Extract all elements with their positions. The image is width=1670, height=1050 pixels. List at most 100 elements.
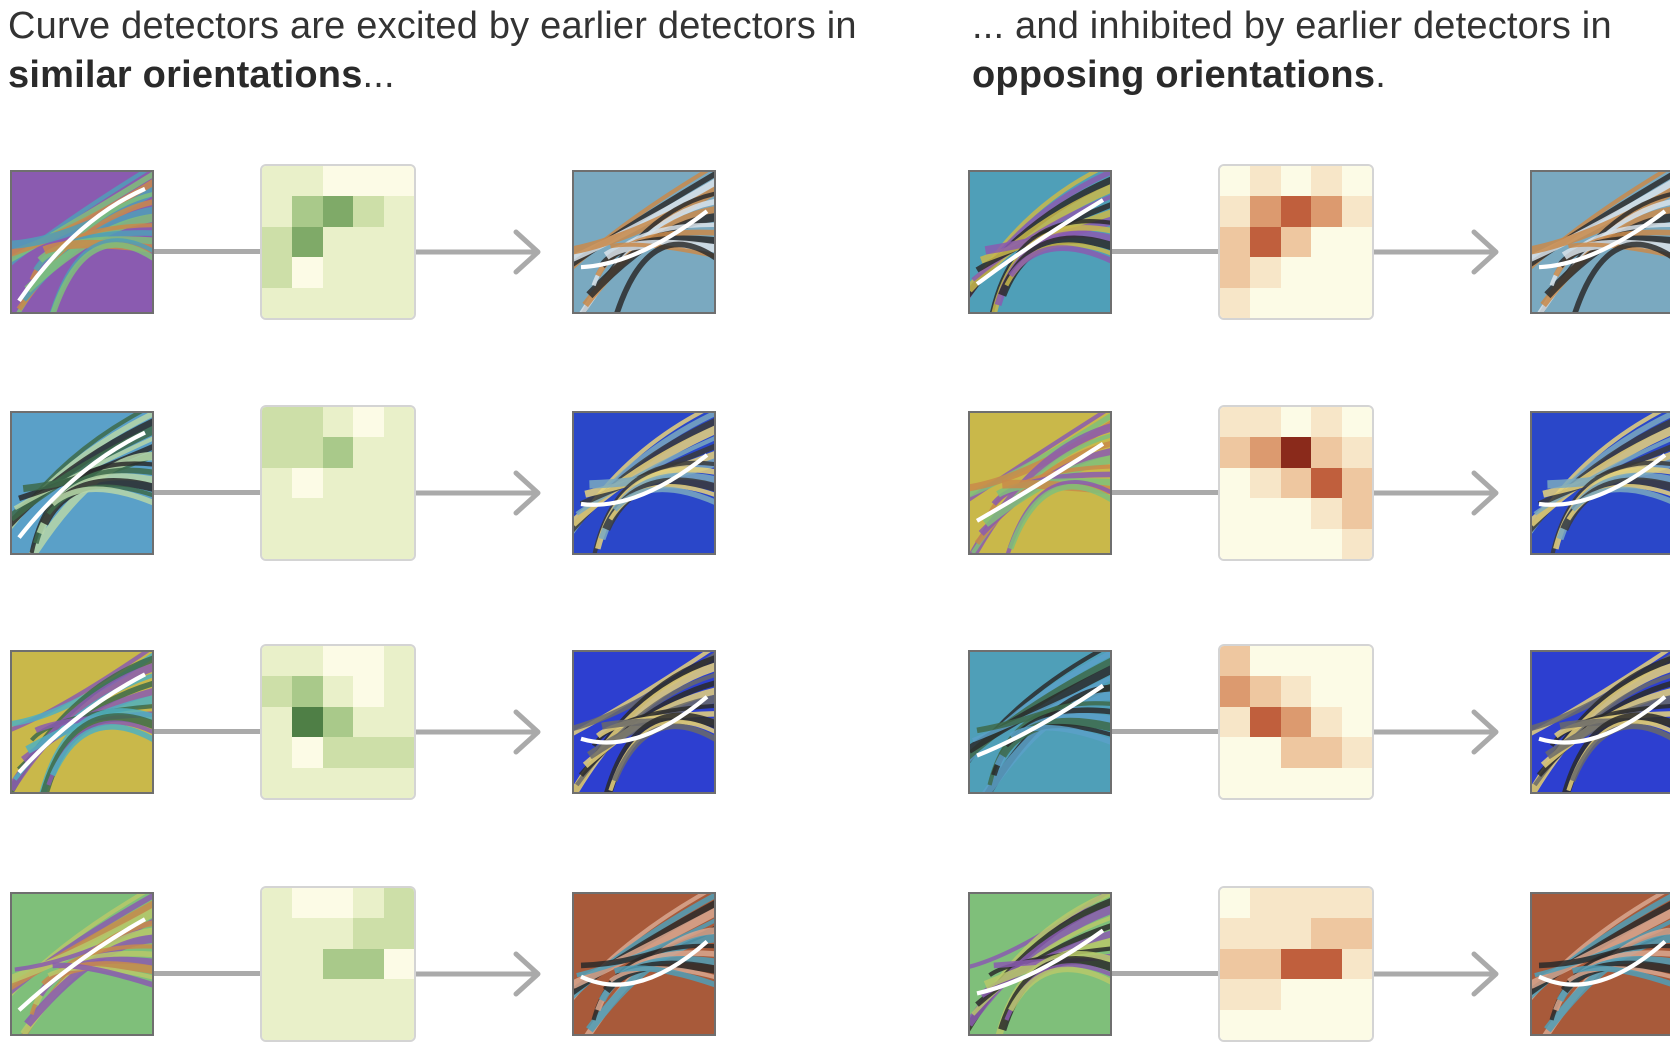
arrow-right-icon (416, 951, 541, 997)
weight-cell (322, 226, 354, 258)
arrow-right-icon (416, 709, 541, 755)
connector-line (1112, 729, 1218, 734)
weight-cell (262, 676, 293, 707)
arrow-right-icon (1374, 229, 1499, 275)
weight-cell (322, 918, 354, 949)
weight-cell (383, 226, 414, 258)
weight-cell (1220, 1009, 1251, 1040)
weight-cell (1280, 498, 1312, 529)
weight-cell (292, 196, 323, 227)
excitatory-row-2 (10, 405, 716, 561)
weight-cell (322, 287, 354, 318)
weight-cell (383, 287, 414, 318)
weight-cell (1341, 498, 1372, 529)
weight-cell (292, 979, 323, 1010)
weight-cell (292, 948, 323, 980)
weight-cell (383, 407, 414, 438)
weight-cell (383, 437, 414, 468)
weight-cell (292, 407, 323, 438)
excitatory-row-4 (10, 886, 716, 1042)
weight-cell (353, 467, 384, 499)
weight-cell (383, 737, 414, 768)
arrow-right-icon (1374, 951, 1499, 997)
input-neuron-visualization (968, 892, 1112, 1036)
weight-cell (383, 467, 414, 499)
weight-cell (262, 196, 293, 227)
weight-cell (292, 918, 323, 949)
weight-cell (322, 737, 354, 768)
weight-cell (292, 166, 323, 197)
weight-cell (383, 676, 414, 707)
right-caption-suffix: . (1375, 54, 1386, 96)
weight-cell (1220, 948, 1251, 980)
weight-cell (1220, 737, 1251, 768)
weight-cell (262, 257, 293, 288)
output-curve-detector-visualization (572, 650, 716, 794)
weight-cell (1250, 437, 1281, 468)
weight-cell (1311, 1009, 1342, 1040)
weight-cell (262, 888, 293, 919)
weight-cell (262, 287, 293, 318)
weight-cell (1311, 918, 1342, 949)
output-curve-detector-visualization (572, 892, 716, 1036)
connector-line (154, 249, 260, 254)
weight-cell (322, 257, 354, 288)
weight-cell (1250, 767, 1281, 798)
weight-cell (1341, 257, 1372, 288)
weight-cell (1280, 737, 1312, 768)
weight-cell (353, 257, 384, 288)
weight-cell (383, 767, 414, 798)
weight-cell (1280, 166, 1312, 197)
weight-cell (1250, 467, 1281, 499)
weight-cell (1341, 287, 1372, 318)
weight-cell (1311, 166, 1342, 197)
weight-cell (1250, 737, 1281, 768)
left-caption-emphasis: similar orientations (8, 54, 363, 96)
weight-cell (1220, 528, 1251, 559)
weight-cell (322, 767, 354, 798)
weight-matrix (260, 886, 416, 1042)
weight-cell (1250, 498, 1281, 529)
weight-cell (353, 918, 384, 949)
weight-cell (262, 918, 293, 949)
weight-cell (292, 1009, 323, 1040)
output-curve-detector-visualization (572, 170, 716, 314)
weight-cell (262, 528, 293, 559)
weight-cell (262, 498, 293, 529)
weight-cell (322, 706, 354, 738)
output-curve-detector-visualization (1530, 170, 1670, 314)
weight-cell (383, 706, 414, 738)
weight-cell (292, 257, 323, 288)
weight-cell (1280, 918, 1312, 949)
weight-cell (1280, 948, 1312, 980)
inhibitory-row-3 (968, 644, 1670, 800)
weight-cell (1220, 706, 1251, 738)
weight-cell (1341, 767, 1372, 798)
weight-cell (353, 287, 384, 318)
weight-matrix (260, 164, 416, 320)
weight-cell (1341, 646, 1372, 677)
weight-cell (322, 407, 354, 438)
weight-cell (1311, 676, 1342, 707)
weight-cell (353, 166, 384, 197)
right-caption: ... and inhibited by earlier detectors i… (972, 2, 1662, 100)
weight-cell (353, 767, 384, 798)
weight-cell (353, 646, 384, 677)
weight-cell (383, 166, 414, 197)
weight-cell (353, 676, 384, 707)
weight-cell (1341, 437, 1372, 468)
weight-cell (383, 528, 414, 559)
weight-cell (383, 1009, 414, 1040)
weight-cell (383, 918, 414, 949)
weight-cell (292, 498, 323, 529)
weight-cell (1341, 166, 1372, 197)
weight-cell (1250, 646, 1281, 677)
inhibitory-row-1 (968, 164, 1670, 320)
weight-cell (1250, 706, 1281, 738)
weight-cell (1280, 1009, 1312, 1040)
weight-cell (322, 979, 354, 1010)
weight-cell (292, 737, 323, 768)
weight-cell (262, 737, 293, 768)
weight-cell (262, 948, 293, 980)
connector-line (1112, 249, 1218, 254)
